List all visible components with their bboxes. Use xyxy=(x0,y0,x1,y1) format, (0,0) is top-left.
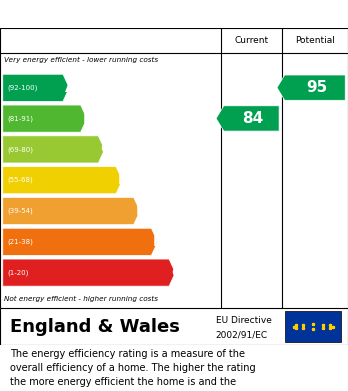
Polygon shape xyxy=(3,197,140,224)
Bar xyxy=(285,311,341,342)
Text: (1-20): (1-20) xyxy=(7,269,28,276)
Text: Not energy efficient - higher running costs: Not energy efficient - higher running co… xyxy=(4,296,158,302)
Text: England & Wales: England & Wales xyxy=(10,317,180,335)
Text: D: D xyxy=(118,173,129,187)
Polygon shape xyxy=(216,106,279,131)
Text: Current: Current xyxy=(234,36,269,45)
Polygon shape xyxy=(3,228,158,255)
Text: (55-68): (55-68) xyxy=(7,177,33,183)
Text: F: F xyxy=(153,235,163,249)
Text: 84: 84 xyxy=(243,111,264,126)
Text: EU Directive: EU Directive xyxy=(216,316,272,325)
Polygon shape xyxy=(3,136,105,163)
Text: 2002/91/EC: 2002/91/EC xyxy=(216,330,268,339)
Text: E: E xyxy=(135,204,145,218)
Polygon shape xyxy=(3,167,122,194)
Text: (69-80): (69-80) xyxy=(7,146,33,152)
Text: (21-38): (21-38) xyxy=(7,239,33,245)
Polygon shape xyxy=(3,259,175,286)
Text: C: C xyxy=(100,142,110,156)
Polygon shape xyxy=(3,74,69,101)
Text: B: B xyxy=(82,111,93,126)
Text: A: A xyxy=(65,81,76,95)
Polygon shape xyxy=(3,105,87,132)
Text: Very energy efficient - lower running costs: Very energy efficient - lower running co… xyxy=(4,57,158,63)
Text: (81-91): (81-91) xyxy=(7,115,33,122)
Text: G: G xyxy=(171,265,182,280)
Text: (92-100): (92-100) xyxy=(7,84,37,91)
Polygon shape xyxy=(277,75,345,100)
Text: Energy Efficiency Rating: Energy Efficiency Rating xyxy=(9,7,219,22)
Text: 95: 95 xyxy=(306,80,327,95)
Text: (39-54): (39-54) xyxy=(7,208,33,214)
Text: The energy efficiency rating is a measure of the
overall efficiency of a home. T: The energy efficiency rating is a measur… xyxy=(10,349,256,391)
Text: Potential: Potential xyxy=(295,36,335,45)
